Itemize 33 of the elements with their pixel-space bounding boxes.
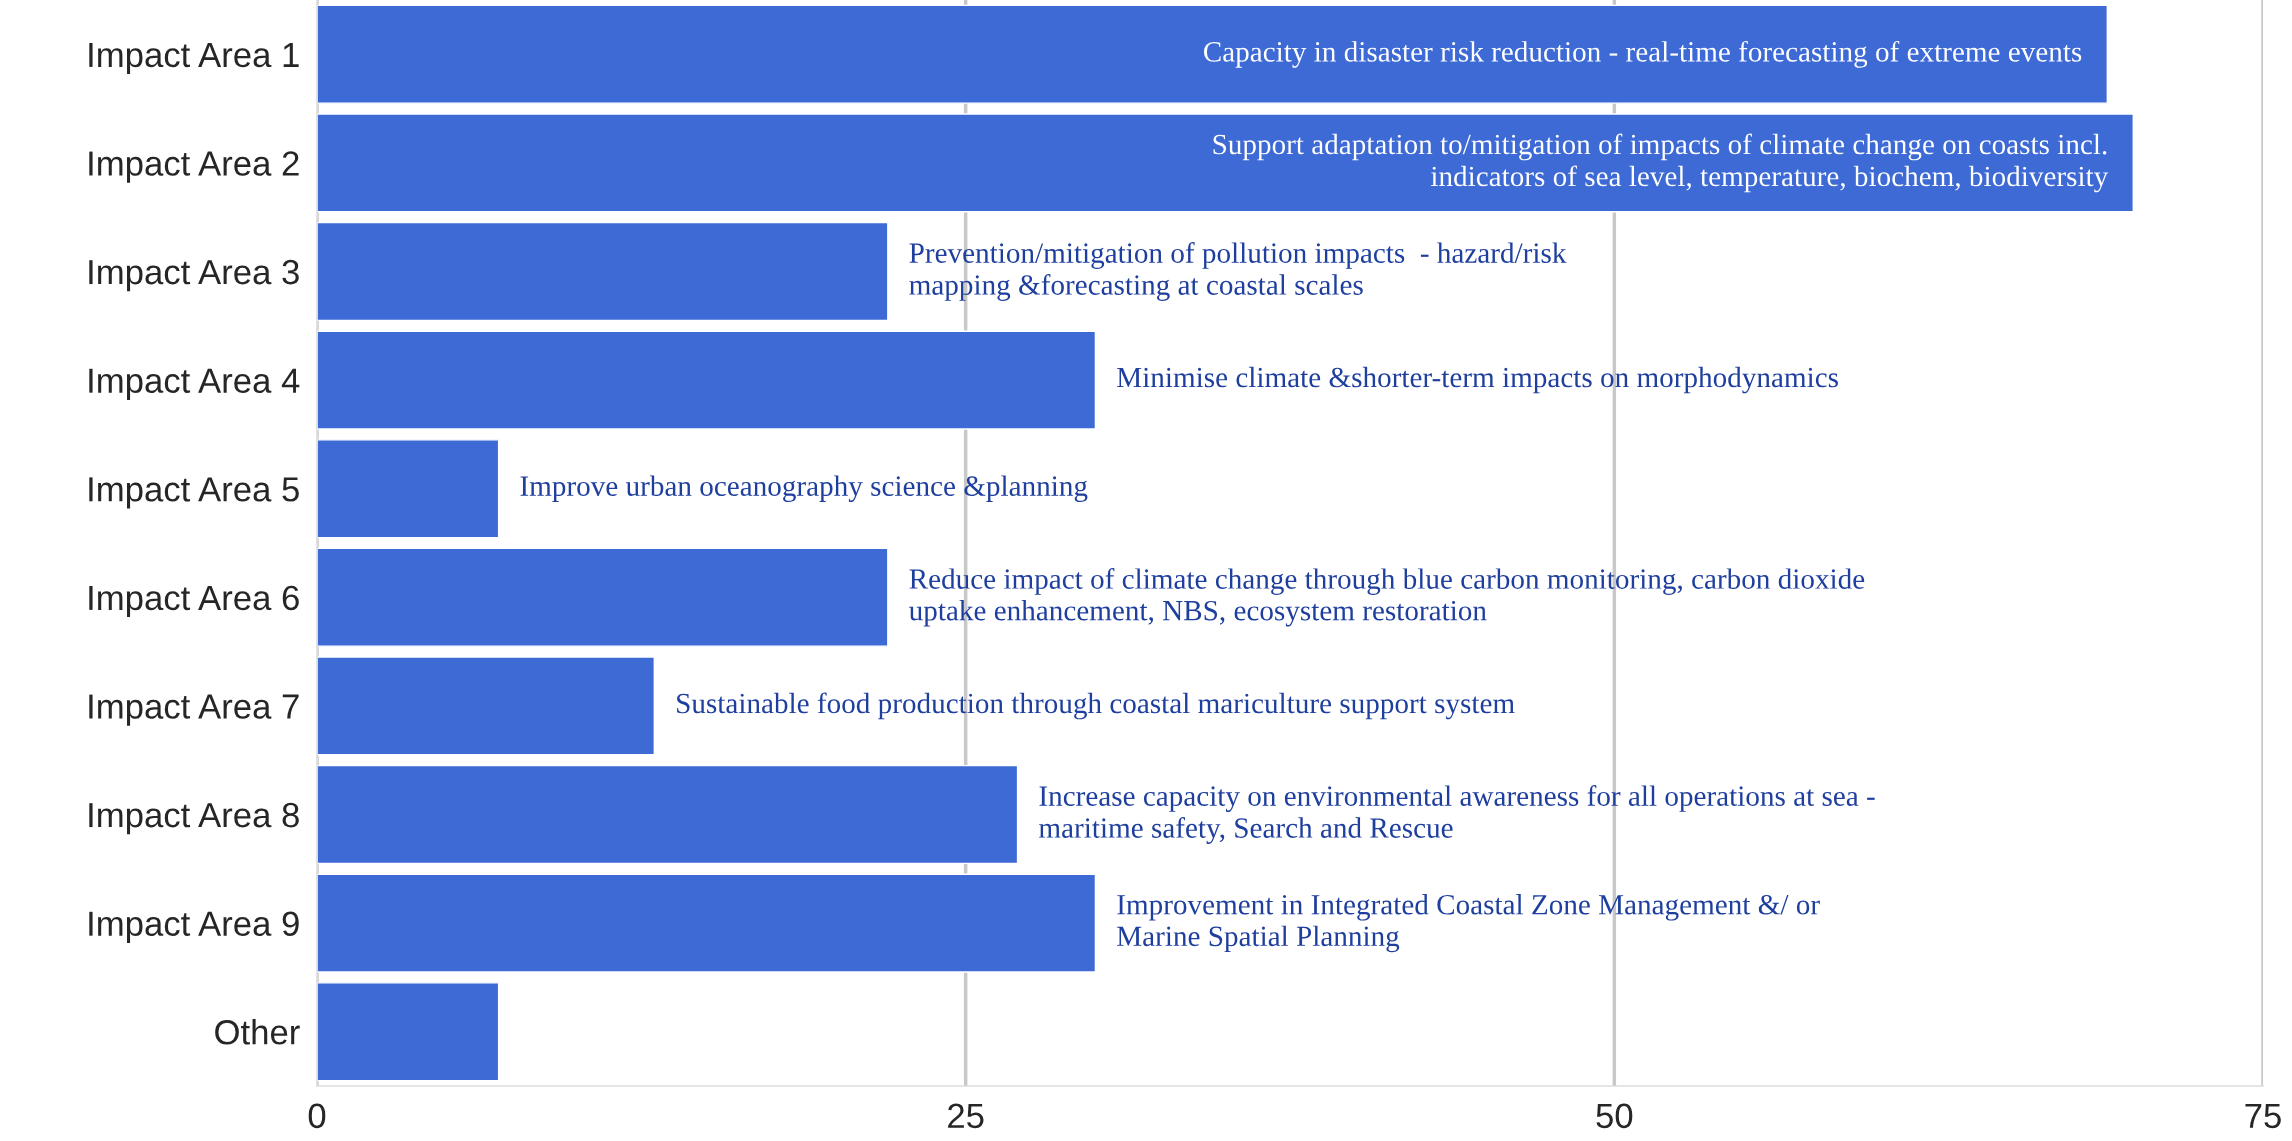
x-tick-label: 25 [948, 1103, 984, 1129]
annotation: Improvement in Integrated Coastal Zone Management &/ or Marine Spatial Planning [1117, 894, 1820, 953]
annotation: Improve urban oceanography science &planning [520, 475, 1088, 502]
y-tick-label: Impact Area 7 [89, 694, 299, 726]
y-tick-label: Impact Area 5 [89, 477, 299, 509]
annotation: Prevention/mitigation of pollution impacts - hazard/risk mapping &forecasting at coastal scales [909, 242, 1567, 301]
bar [317, 221, 889, 322]
x-tick-label: 0 [308, 1103, 326, 1129]
bar [317, 873, 1097, 973]
x-tick-label: 50 [1596, 1103, 1633, 1129]
annotation: Reduce impact of climate change through blue carbon monitoring, carbon dioxide uptake enhancement, NBS, ecosystem restoration [909, 568, 1865, 627]
y-tick-label: Impact Area 2 [89, 151, 299, 183]
y-tick-label: Other [215, 1019, 300, 1045]
annotation: Capacity in disaster risk reduction - real-time forecasting of extreme events [1203, 40, 2082, 68]
bar [317, 547, 889, 647]
bar [317, 113, 2134, 213]
bar [317, 439, 500, 539]
annotation: Increase capacity on environmental awareness for all operations at sea - maritime safety, Search and Rescue [1039, 785, 1875, 844]
annotation: Sustainable food production through coastal mariculture support system [677, 692, 1515, 720]
y-tick-label: Impact Area 8 [89, 802, 299, 835]
bar [317, 764, 1019, 865]
bar [317, 656, 656, 756]
bar [317, 330, 1097, 430]
y-tick-label: Impact Area 4 [89, 368, 300, 400]
annotation: Support adaptation to/mitigation of impacts of climate change on coasts incl. indicators of sea level, temperature, biochem, biodiversity [1213, 133, 2109, 193]
annotation: Minimise climate &shorter-term impacts on morphodynamics [1117, 366, 1838, 394]
y-tick-label: Impact Area 1 [89, 42, 299, 75]
y-tick-label: Impact Area 3 [89, 259, 299, 292]
bar [317, 982, 500, 1082]
bar [317, 4, 2109, 104]
y-tick-label: Impact Area 9 [89, 911, 299, 943]
x-tick-label: 75 [2245, 1103, 2281, 1129]
y-tick-label: Impact Area 6 [89, 585, 299, 618]
